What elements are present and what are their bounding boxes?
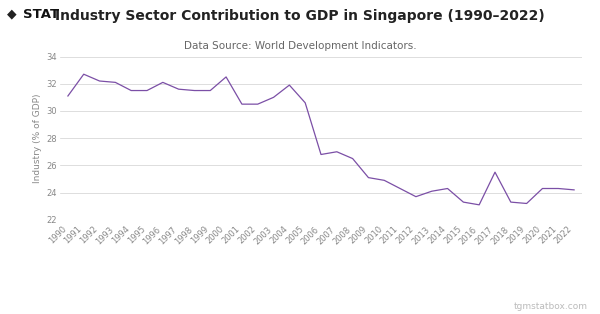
Text: tgmstatbox.com: tgmstatbox.com <box>514 302 588 311</box>
Y-axis label: Industry (% of GDP): Industry (% of GDP) <box>34 93 43 183</box>
Text: Data Source: World Development Indicators.: Data Source: World Development Indicator… <box>184 41 416 51</box>
Text: STAT: STAT <box>23 8 59 21</box>
Text: BOX: BOX <box>51 8 82 21</box>
Text: Industry Sector Contribution to GDP in Singapore (1990–2022): Industry Sector Contribution to GDP in S… <box>55 9 545 24</box>
Text: ◆: ◆ <box>7 8 17 21</box>
